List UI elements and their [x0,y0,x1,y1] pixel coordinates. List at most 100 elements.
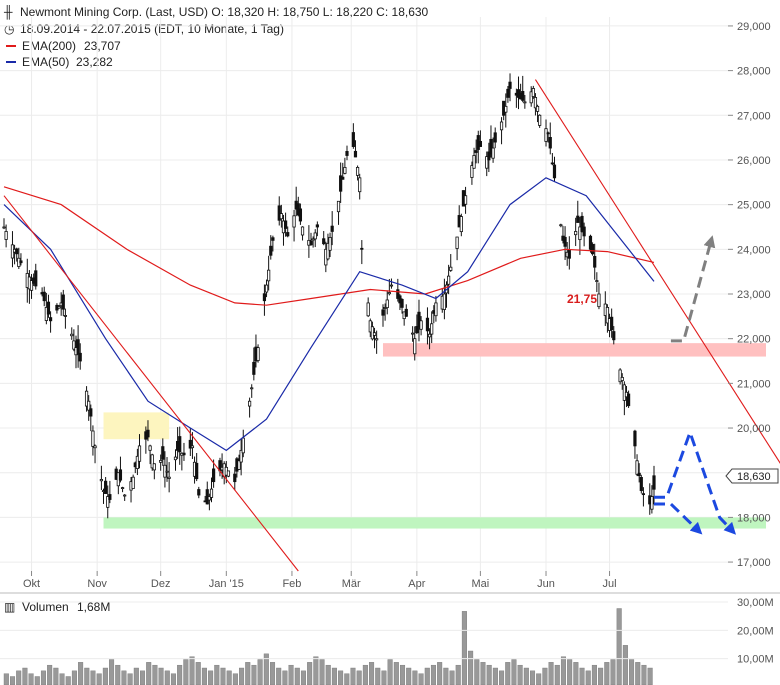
volume-bar [331,667,337,685]
ema50-line [3,177,655,452]
volume-bar [307,662,313,685]
ema200-line [3,186,655,306]
candle-body [286,232,290,237]
candle-body [19,260,23,264]
volume-bar [393,662,399,685]
time-tick-label: Jan '15 [209,578,244,590]
last-price-marker: 18,630 [725,468,779,484]
candle-body [618,369,622,383]
volume-bar [282,670,288,685]
price-series [2,73,656,519]
candle-body [148,445,152,451]
candle-body [531,88,535,97]
candle-body [612,331,616,341]
volume-bar [529,670,536,685]
zones [103,343,766,529]
candle-body [434,302,438,317]
volume-bar [604,662,610,685]
candle-body [29,280,34,291]
candle-body [135,455,139,469]
candle-body [226,470,231,477]
clock-icon: ◷ [4,22,14,36]
volume-bar [245,662,251,685]
price-tick-label: 26,000 [737,155,771,167]
candle-body [330,225,334,232]
volume-bar [443,667,449,685]
volume-bar [338,670,344,685]
candle-body [131,476,135,489]
volume-bar [195,662,201,685]
volume-bar [356,670,362,685]
volume-bar [560,656,566,685]
candle-body [152,463,156,471]
chart-type-icon: ╫ [3,5,13,20]
volume-bar [90,670,96,685]
volume-bar [251,664,257,685]
volume-bar [375,667,381,685]
trendline-1 [3,195,299,572]
candle-body [298,208,303,222]
candle-body [491,147,495,159]
volume-icon: ▥ [4,600,15,614]
candle-body [87,400,91,411]
volume-bar [635,662,641,685]
time-axis: Okt Nov Dez Jan '15 Feb Mär Apr Mai Jun Jul [23,571,617,590]
candle-body [639,477,643,491]
candle-body [389,284,394,287]
candle-body [271,237,275,241]
candle-body [283,220,288,229]
volume-tick-label: 20,00M [737,625,774,637]
candle-body [159,460,163,463]
candle-body [63,315,68,317]
candle-body [328,237,332,251]
volume-bar [424,667,430,685]
candle-body [417,311,421,328]
chart-header: ╫ Newmont Mining Corp. (Last, USD) O: 18… [3,5,429,69]
volume-bar [641,664,647,685]
volume-bar [461,611,467,685]
candle-body [309,240,313,246]
volume-tick-label: 10,00M [737,654,774,666]
candle-body [233,473,237,483]
price-tick-label: 20,000 [737,423,771,435]
candle-body [76,339,80,355]
time-tick-label: Mär [342,578,361,590]
ema50-legend-label: EMA(50) [22,55,69,69]
volume-bar [381,670,387,685]
candle-body [48,317,53,322]
candle-body [161,446,165,460]
forecast-path-gray-up [670,235,716,343]
candle-body [207,496,211,501]
candle-body [372,332,377,336]
candle-body [455,236,459,249]
candle-body [425,317,430,332]
volume-bar [220,667,226,685]
volume-bar [437,662,443,685]
candle-body [381,309,385,316]
candle-body [248,400,252,407]
candle-body [262,293,267,302]
candle-body [353,150,358,158]
candle-body [521,91,525,101]
volume-bar [276,667,282,685]
volume-bar [201,667,207,685]
candle-body [311,238,315,241]
candle-body [413,338,417,355]
volume-bar [170,673,176,685]
candle-body [563,236,567,247]
volume-bar [622,645,628,685]
volume-bar [418,673,424,685]
candle-body [146,429,150,438]
volume-bar [3,673,9,685]
volume-bar [468,650,474,685]
candle-body [463,195,468,205]
candle-body [137,445,142,462]
candle-body [313,232,317,240]
candle-body [108,494,112,500]
candle-body [315,224,319,228]
candle-body [574,231,578,236]
candle-body [400,298,404,308]
candle-body [78,352,82,362]
price-tick-label: 22,000 [737,334,771,346]
candle-body [123,494,127,497]
